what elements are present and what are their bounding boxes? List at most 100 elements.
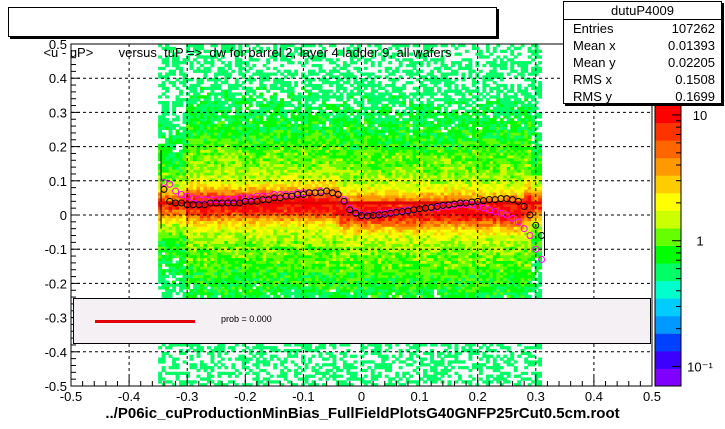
heatmap-cell [172, 343, 176, 347]
heatmap-cell [287, 260, 292, 264]
heatmap-cell [252, 237, 257, 242]
heatmap-cell [262, 197, 267, 202]
heatmap-cell [297, 172, 302, 176]
heatmap-cell [241, 177, 246, 182]
heatmap-cell [301, 215, 305, 219]
heatmap-cell [262, 260, 267, 264]
heatmap-cell [321, 272, 326, 276]
heatmap-cell [206, 186, 211, 190]
heatmap-cell [287, 294, 292, 299]
heatmap-cell [196, 160, 201, 165]
heatmap-cell [321, 215, 326, 219]
heatmap-cell [165, 78, 170, 82]
heatmap-cell [283, 103, 288, 108]
heatmap-cell [315, 98, 319, 102]
heatmap-cell [335, 135, 340, 139]
heatmap-cell [213, 272, 218, 276]
heatmap-cell [158, 217, 163, 222]
heatmap-cell [245, 123, 250, 128]
heatmap-cell [328, 260, 333, 264]
heatmap-cell [238, 69, 243, 73]
heatmap-cell [248, 78, 253, 82]
heatmap-cell [332, 66, 337, 71]
heatmap-cell [196, 254, 201, 259]
heatmap-cell [193, 291, 197, 296]
heatmap-cell [172, 240, 176, 244]
heatmap-cell [193, 101, 197, 105]
heatmap-cell [259, 274, 264, 279]
heatmap-cell [161, 189, 166, 193]
heatmap-cell [259, 106, 264, 110]
heatmap-cell [287, 254, 292, 259]
heatmap-cell [210, 240, 215, 244]
heatmap-cell [196, 81, 201, 85]
heatmap-cell [325, 132, 330, 136]
heatmap-cell [273, 44, 278, 48]
heatmap-cell [224, 143, 229, 147]
heatmap-cell [165, 109, 170, 113]
heatmap-cell [335, 246, 340, 250]
heatmap-cell [297, 223, 302, 227]
heatmap-cell [161, 229, 166, 233]
heatmap-cell [342, 140, 347, 145]
heatmap-cell [262, 175, 267, 179]
heatmap-cell [325, 243, 330, 247]
heatmap-cell [186, 109, 190, 113]
heatmap-cell [175, 103, 180, 108]
heatmap-cell [210, 283, 215, 287]
heatmap-cell [283, 274, 288, 279]
heatmap-cell [280, 180, 285, 185]
heatmap-cell [238, 217, 243, 222]
heatmap-cell [311, 189, 316, 193]
heatmap-cell [304, 123, 309, 128]
heatmap-cell [321, 371, 326, 375]
heatmap-cell [217, 143, 222, 147]
heatmap-cell [294, 152, 298, 156]
heatmap-cell [193, 229, 197, 233]
heatmap-cell [245, 237, 250, 242]
heatmap-cell [165, 44, 170, 48]
heatmap-cell [304, 209, 309, 213]
heatmap-cell [165, 220, 170, 224]
heatmap-cell [325, 234, 330, 239]
heatmap-cell [217, 58, 222, 62]
heatmap-cell [294, 215, 298, 219]
heatmap-cell [175, 175, 180, 179]
heatmap-cell [276, 52, 281, 56]
heatmap-cell [245, 183, 250, 187]
heatmap-cell [255, 49, 260, 53]
heatmap-cell [220, 383, 225, 386]
heatmap-cell [217, 140, 222, 145]
heatmap-cell [189, 232, 194, 236]
heatmap-cell [206, 229, 211, 233]
heatmap-cell [203, 86, 208, 90]
heatmap-cell [269, 98, 274, 102]
heatmap-cell [238, 215, 243, 219]
heatmap-cell [224, 215, 229, 219]
heatmap-cell [241, 232, 246, 236]
heatmap-cell [189, 129, 194, 133]
heatmap-cell [266, 237, 271, 242]
heatmap-cell [255, 377, 260, 381]
heatmap-cell [283, 291, 288, 296]
heatmap-cell [238, 44, 243, 48]
heatmap-cell [311, 195, 316, 199]
heatmap-cell [315, 246, 319, 250]
heatmap-cell [252, 257, 257, 261]
heatmap-cell [304, 163, 309, 167]
heatmap-cell [332, 135, 337, 139]
heatmap-cell [175, 266, 180, 270]
heatmap-cell [175, 63, 180, 68]
heatmap-cell [213, 252, 218, 256]
heatmap-cell [224, 226, 229, 230]
heatmap-cell [165, 346, 170, 350]
heatmap-cell [283, 217, 288, 222]
heatmap-cell [245, 63, 250, 68]
heatmap-cell [294, 289, 298, 293]
heatmap-cell [259, 186, 264, 190]
heatmap-cell [231, 172, 236, 176]
heatmap-cell [335, 129, 340, 133]
heatmap-cell [262, 217, 267, 222]
heatmap-cell [224, 160, 229, 165]
heatmap-cell [186, 371, 190, 375]
